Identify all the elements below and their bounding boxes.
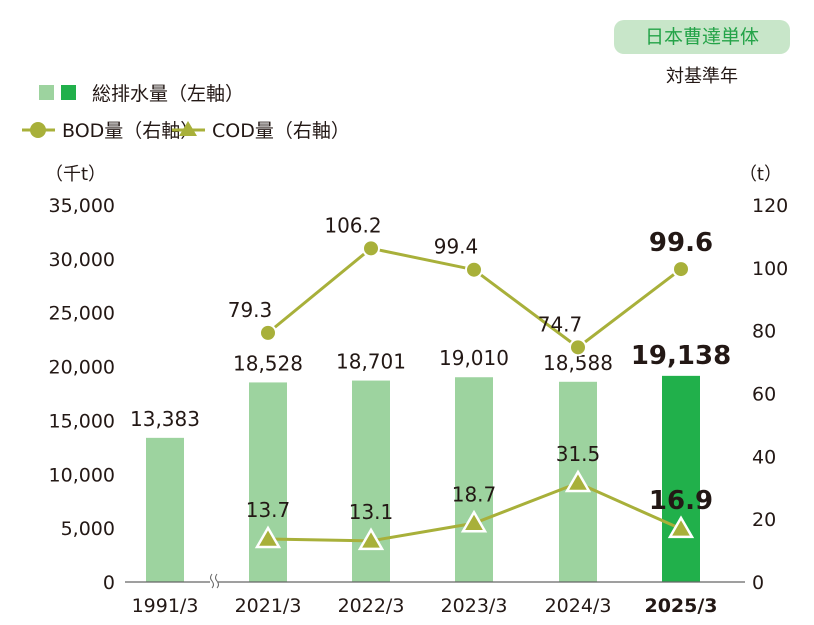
bar-value-label: 13,383 bbox=[130, 407, 200, 431]
bar-2025/3 bbox=[662, 375, 700, 582]
legend-label-wastewater: 総排水量（左軸） bbox=[92, 83, 244, 105]
baseline-label: 対基準年 bbox=[666, 66, 738, 87]
right-tick-label: 80 bbox=[752, 321, 776, 343]
company-badge: 日本曹達単体 bbox=[614, 20, 790, 54]
bar-value-label: 18,528 bbox=[233, 351, 303, 375]
x-tick-label: 2021/3 bbox=[235, 595, 302, 617]
cod-point bbox=[357, 527, 385, 551]
legend-cod-marker bbox=[179, 121, 197, 136]
bar-value-label: 18,701 bbox=[336, 350, 406, 374]
legend-swatch-light bbox=[39, 85, 54, 100]
legend-label-bod: BOD量（右軸） bbox=[62, 120, 199, 142]
bod-point bbox=[672, 260, 690, 279]
cod-point bbox=[667, 515, 695, 539]
cod-value-label: 13.1 bbox=[349, 500, 394, 524]
bod-point bbox=[569, 338, 587, 357]
bod-value-label: 74.7 bbox=[538, 312, 583, 336]
left-tick-label: 15,000 bbox=[49, 410, 115, 432]
x-tick-label: 2022/3 bbox=[338, 595, 405, 617]
left-tick-label: 0 bbox=[103, 572, 115, 594]
left-axis-unit: （千t） bbox=[45, 164, 106, 185]
right-tick-label: 120 bbox=[752, 195, 788, 217]
left-tick-label: 20,000 bbox=[49, 357, 115, 379]
left-tick-label: 25,000 bbox=[49, 303, 115, 325]
right-tick-label: 0 bbox=[752, 572, 764, 594]
axis-break-icon bbox=[210, 573, 219, 589]
axis-break-gap bbox=[210, 574, 218, 588]
bod-point bbox=[465, 260, 483, 279]
bar-value-label: 19,010 bbox=[439, 346, 509, 370]
x-tick-label: 2023/3 bbox=[441, 595, 508, 617]
bod-point bbox=[259, 323, 277, 342]
bar-2023/3 bbox=[455, 377, 493, 582]
cod-value-label: 16.9 bbox=[649, 486, 713, 516]
right-tick-label: 100 bbox=[752, 258, 788, 280]
bod-value-label: 99.6 bbox=[649, 228, 713, 258]
legend-label-cod: COD量（右軸） bbox=[212, 120, 350, 142]
bod-value-label: 79.3 bbox=[228, 298, 273, 322]
right-axis-unit: （t） bbox=[739, 164, 782, 185]
cod-point bbox=[460, 509, 488, 533]
bod-value-label: 99.4 bbox=[434, 235, 479, 259]
left-tick-label: 35,000 bbox=[49, 195, 115, 217]
left-tick-label: 5,000 bbox=[61, 518, 115, 540]
bod-value-label: 106.2 bbox=[324, 213, 381, 237]
x-tick-label: 2024/3 bbox=[545, 595, 612, 617]
bar-value-label: 19,138 bbox=[631, 341, 731, 371]
bar-1991/3 bbox=[146, 437, 184, 582]
x-tick-label: 2025/3 bbox=[644, 595, 717, 617]
cod-value-label: 31.5 bbox=[556, 442, 601, 466]
cod-value-label: 18.7 bbox=[452, 482, 497, 506]
right-tick-label: 20 bbox=[752, 509, 776, 531]
bar-2022/3 bbox=[352, 380, 390, 582]
bod-point bbox=[362, 239, 380, 258]
right-tick-label: 40 bbox=[752, 446, 776, 468]
left-tick-label: 30,000 bbox=[49, 249, 115, 271]
legend-swatch-dark bbox=[61, 85, 76, 100]
left-tick-label: 10,000 bbox=[49, 464, 115, 486]
right-tick-label: 60 bbox=[752, 384, 776, 406]
legend-bod-marker bbox=[30, 122, 46, 138]
cod-value-label: 13.7 bbox=[246, 498, 291, 522]
cod-point bbox=[564, 469, 592, 493]
bar-2021/3 bbox=[249, 382, 287, 582]
x-tick-label: 1991/3 bbox=[132, 595, 199, 617]
cod-point bbox=[254, 525, 282, 549]
